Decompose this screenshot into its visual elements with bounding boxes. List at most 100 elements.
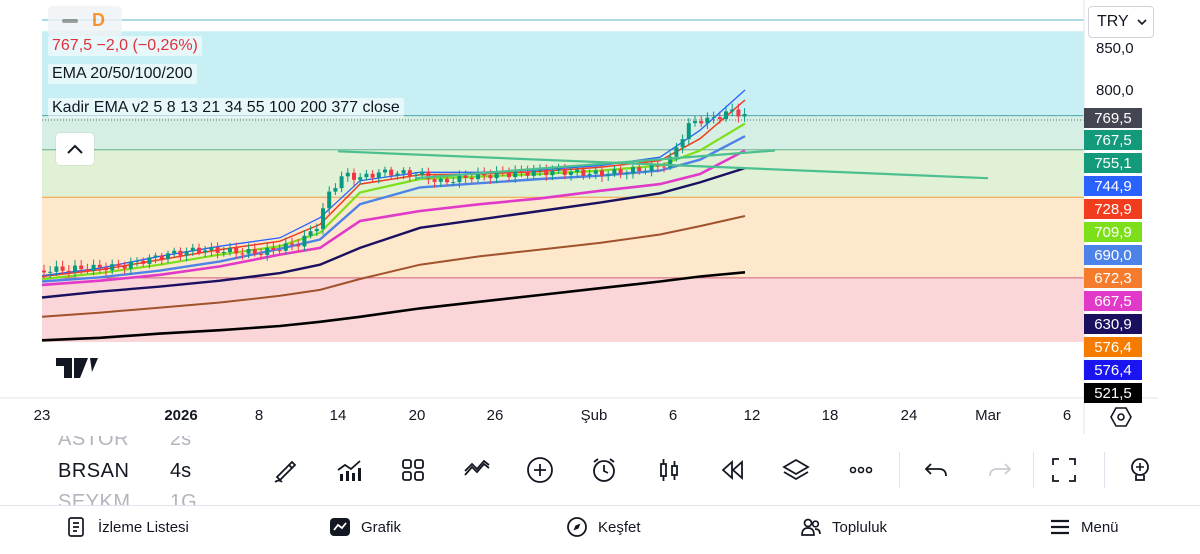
ema-200-line xyxy=(41,215,746,318)
more-icon[interactable] xyxy=(843,452,879,488)
undo-icon[interactable] xyxy=(918,452,954,488)
nav-chart[interactable]: Grafik xyxy=(329,516,401,538)
price-box: 744,9 xyxy=(1084,176,1142,196)
date-label: Mar xyxy=(975,407,1001,424)
currency-label: TRY xyxy=(1097,13,1129,30)
candle-body xyxy=(116,264,121,266)
candle-body xyxy=(414,174,418,176)
redo-icon[interactable] xyxy=(982,452,1018,488)
candle-body xyxy=(283,243,288,251)
candle-body xyxy=(252,248,257,254)
nav-community[interactable]: Topluluk xyxy=(800,516,887,538)
chart-top-buttons[interactable]: D xyxy=(48,6,122,36)
indicator-ema-label[interactable]: EMA 20/50/100/200 xyxy=(48,64,197,84)
candle-body xyxy=(445,178,449,183)
replay-icon[interactable] xyxy=(714,452,750,488)
candle-body xyxy=(358,177,363,180)
candle-body xyxy=(407,170,412,176)
indicators-icon[interactable] xyxy=(331,452,367,488)
candle-body xyxy=(631,167,635,173)
candle-body xyxy=(668,156,673,168)
candle-body xyxy=(711,117,716,119)
candle-body xyxy=(122,265,127,269)
candle-body xyxy=(476,173,480,180)
candle-body xyxy=(60,266,65,271)
candle-body xyxy=(166,253,170,260)
layouts-icon[interactable] xyxy=(395,452,431,488)
nav-menu[interactable]: Menü xyxy=(1049,516,1119,538)
settings-hexagon-icon xyxy=(1110,407,1132,427)
compare-icon[interactable] xyxy=(459,452,495,488)
minus-icon[interactable] xyxy=(62,19,78,23)
candle-body xyxy=(141,260,146,264)
price-box: 769,5 xyxy=(1084,108,1142,128)
candle-body xyxy=(314,228,319,232)
chart-area[interactable]: D 767,5 −2,0 (−0,26%) EMA 20/50/100/200 … xyxy=(0,0,1200,434)
zone-band xyxy=(42,115,1084,150)
candles-icon[interactable] xyxy=(651,452,687,488)
nav-explore[interactable]: Keşfet xyxy=(566,516,641,538)
nav-label: Menü xyxy=(1081,518,1119,536)
candle-body xyxy=(147,257,152,264)
date-label: 12 xyxy=(743,407,761,424)
candle-body xyxy=(544,169,549,176)
watchlist-symbol[interactable]: SEYKM xyxy=(58,491,131,513)
candle-body xyxy=(246,248,251,254)
candle-body xyxy=(215,247,220,253)
menu-icon xyxy=(1051,519,1069,535)
candle-body xyxy=(618,169,623,174)
candle-body xyxy=(364,173,369,178)
chart-settings-button[interactable] xyxy=(1108,404,1134,430)
tradingview-logo-icon xyxy=(56,358,98,378)
candle-body xyxy=(724,111,728,120)
price-box: 576,4 xyxy=(1084,360,1142,380)
candle-body xyxy=(538,169,542,171)
candle-body xyxy=(370,173,375,178)
add-icon[interactable] xyxy=(522,452,558,488)
candle-body xyxy=(469,177,474,180)
candle-body xyxy=(66,270,71,272)
chart-icon xyxy=(330,518,350,536)
layers-icon[interactable] xyxy=(778,452,814,488)
alert-icon[interactable] xyxy=(586,452,622,488)
candle-body xyxy=(327,191,332,209)
indicator-kadir-ema-label[interactable]: Kadir EMA v2 5 8 13 21 34 55 100 200 377… xyxy=(48,98,404,118)
candle-body xyxy=(736,109,741,117)
candle-body xyxy=(333,188,338,192)
candle-body xyxy=(321,208,325,229)
chevron-down-icon xyxy=(1137,19,1147,26)
candle-body xyxy=(531,170,536,176)
interval-badge[interactable]: D xyxy=(92,10,105,30)
candle-body xyxy=(519,171,524,173)
candle-body xyxy=(352,172,356,180)
watchlist-interval: 4s xyxy=(170,460,192,482)
ema-34-line xyxy=(41,135,746,283)
date-label: 6 xyxy=(1062,407,1072,424)
toolbar-divider xyxy=(1033,452,1034,488)
brush-icon[interactable] xyxy=(267,452,303,488)
date-label: 26 xyxy=(486,407,504,424)
candle-body xyxy=(234,247,239,254)
watchlist-symbol[interactable]: ASTOR xyxy=(58,428,130,450)
candle-body xyxy=(742,114,747,117)
candle-body xyxy=(265,247,270,255)
fullscreen-icon[interactable] xyxy=(1046,452,1082,488)
currency-select[interactable]: TRY xyxy=(1088,6,1154,38)
price-tick: 800,0 xyxy=(1096,82,1134,99)
watchlist-symbol[interactable]: BRSAN xyxy=(58,460,130,482)
candle-body xyxy=(513,171,518,178)
candle-body xyxy=(624,172,629,174)
candle-body xyxy=(401,170,406,174)
candle-body xyxy=(494,172,499,179)
candle-body xyxy=(172,250,177,254)
price-chart[interactable] xyxy=(0,0,1200,434)
candle-body xyxy=(135,260,139,262)
idea-icon[interactable] xyxy=(1122,452,1158,488)
candle-body xyxy=(302,235,307,247)
zone-band xyxy=(42,197,1084,278)
ema-55-line xyxy=(41,149,746,287)
candle-body xyxy=(271,247,276,251)
nav-watchlist[interactable]: İzleme Listesi xyxy=(66,516,189,538)
price-box: 667,5 xyxy=(1084,291,1142,311)
collapse-legend-button[interactable] xyxy=(56,133,94,165)
